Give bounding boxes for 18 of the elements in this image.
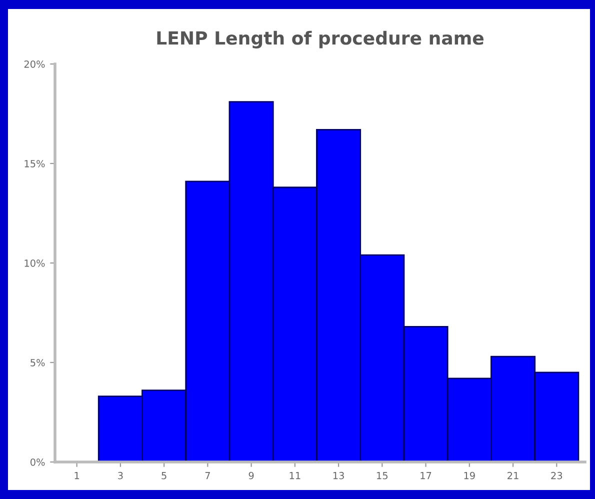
y-tick-label: 0% xyxy=(30,458,45,466)
x-tick-label: 3 xyxy=(118,472,123,480)
y-tick-label: 5% xyxy=(30,358,45,366)
x-tick-label: 21 xyxy=(508,472,518,480)
x-tick-label: 7 xyxy=(205,472,210,480)
x-tick-label: 23 xyxy=(551,472,562,480)
x-tick-label: 1 xyxy=(74,472,80,480)
y-tick-label: 15% xyxy=(24,160,45,168)
x-tick-label: 11 xyxy=(290,472,300,480)
x-tick-label: 17 xyxy=(420,472,432,480)
x-tick-label: 13 xyxy=(333,472,344,480)
x-tick-label: 15 xyxy=(377,472,388,480)
x-tick-label: 5 xyxy=(162,472,166,480)
y-tick-label: 20% xyxy=(24,60,45,68)
x-tick-label: 19 xyxy=(464,472,475,480)
x-tick-label: 9 xyxy=(248,472,254,480)
chart-title: LENP Length of procedure name xyxy=(157,30,484,48)
y-tick-label: 10% xyxy=(24,259,45,267)
